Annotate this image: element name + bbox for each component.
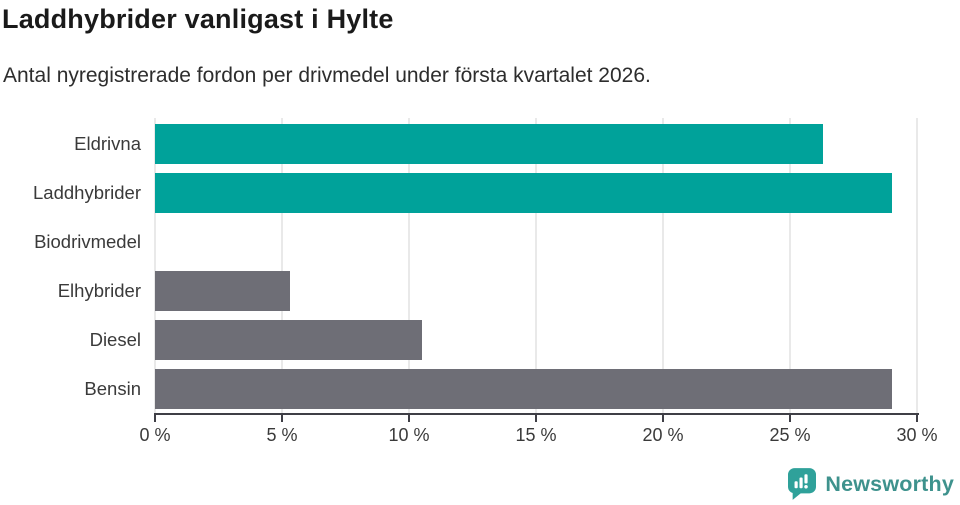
- chart-title: Laddhybrider vanligast i Hylte: [2, 4, 394, 34]
- category-label-bensin: Bensin: [84, 378, 141, 399]
- gridline-5: [280, 118, 283, 413]
- bar-row-laddhybrider: Laddhybrider: [33, 173, 917, 213]
- bar-elhybrider: [155, 271, 290, 311]
- x-axis-line: [154, 413, 919, 415]
- x-tick-15: [535, 415, 537, 422]
- bar-row-elhybrider: Elhybrider: [58, 271, 917, 311]
- bar-eldrivna: [155, 124, 824, 164]
- bar-row-biodrivmedel: Biodrivmedel: [34, 222, 917, 262]
- x-tick-label-0: 0 %: [139, 425, 171, 445]
- x-tick-20: [662, 415, 664, 422]
- gridline-15: [535, 118, 537, 413]
- x-tick-label-10: 10 %: [388, 425, 430, 445]
- x-tick-label-30: 30 %: [896, 425, 938, 445]
- x-tick-label-20: 20 %: [642, 425, 684, 445]
- gridline-25: [789, 118, 791, 413]
- x-tick-label-5: 5 %: [266, 425, 298, 445]
- gridline-0: [154, 118, 156, 413]
- bar-row-diesel: Diesel: [90, 320, 917, 360]
- x-tick-25: [789, 415, 791, 422]
- newsworthy-logo[interactable]: Newsworthy: [788, 468, 954, 500]
- bar-bensin: [155, 369, 892, 409]
- bar-row-bensin: Bensin: [84, 369, 917, 409]
- category-label-diesel: Diesel: [89, 329, 141, 350]
- bar-rows: Eldrivna Laddhybrider Biodrivmedel Elhybrid…: [33, 124, 917, 409]
- newsworthy-wordmark: Newsworthy: [825, 471, 954, 496]
- x-tick-10: [408, 415, 410, 422]
- x-tick-5: [281, 415, 283, 422]
- bar-laddhybrider: [155, 173, 892, 213]
- x-tick-30: [916, 415, 918, 422]
- plot-area: Eldrivna Laddhybrider Biodrivmedel Elhybrid…: [33, 118, 918, 413]
- category-label-eldrivna: Eldrivna: [74, 133, 141, 154]
- x-tick-label-25: 25 %: [769, 425, 811, 445]
- x-tick-label-15: 15 %: [515, 425, 557, 445]
- newsworthy-bar-chart-bubble-icon: [788, 468, 817, 500]
- category-label-laddhybrider: Laddhybrider: [33, 182, 141, 203]
- x-axis: 0 % 5 % 10 % 15 % 20 % 25 % 30 %: [139, 413, 938, 451]
- category-label-elhybrider: Elhybrider: [57, 280, 141, 301]
- bar-row-eldrivna: Eldrivna: [74, 124, 917, 164]
- chart-subtitle: Antal nyregistrerade fordon per drivmede…: [3, 64, 651, 87]
- x-tick-0: [154, 415, 156, 422]
- gridline-30: [916, 118, 918, 413]
- gridline-20: [661, 118, 664, 413]
- gridline-10: [407, 118, 410, 413]
- category-label-biodrivmedel: Biodrivmedel: [34, 231, 141, 252]
- bar-diesel: [155, 320, 422, 360]
